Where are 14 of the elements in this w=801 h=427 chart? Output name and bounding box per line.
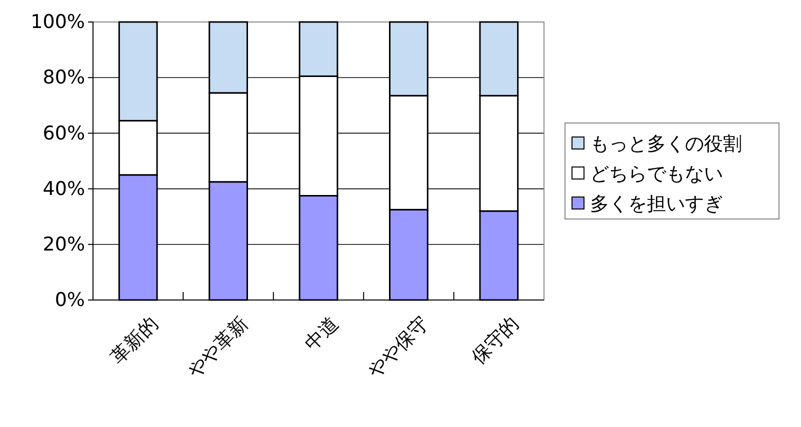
x-tick-label: やや保守 [364, 312, 433, 382]
legend-label: もっと多くの役割 [590, 133, 742, 155]
y-tick-label: 100% [30, 11, 85, 34]
y-tick-label: 60% [42, 122, 85, 144]
x-tick-label: 革新的 [106, 312, 162, 369]
legend-label: どちらでもない [590, 163, 723, 185]
y-tick-label: 20% [42, 233, 85, 256]
x-tick-label: 保守的 [467, 312, 524, 369]
y-tick-label: 40% [42, 178, 85, 200]
x-tick-label: 中道 [300, 312, 343, 356]
legend-label: 多くを担いすぎ [590, 193, 723, 215]
y-tick-label: 0% [54, 289, 85, 312]
x-tick-label: やや革新 [183, 312, 253, 382]
y-tick-label: 80% [42, 66, 85, 89]
